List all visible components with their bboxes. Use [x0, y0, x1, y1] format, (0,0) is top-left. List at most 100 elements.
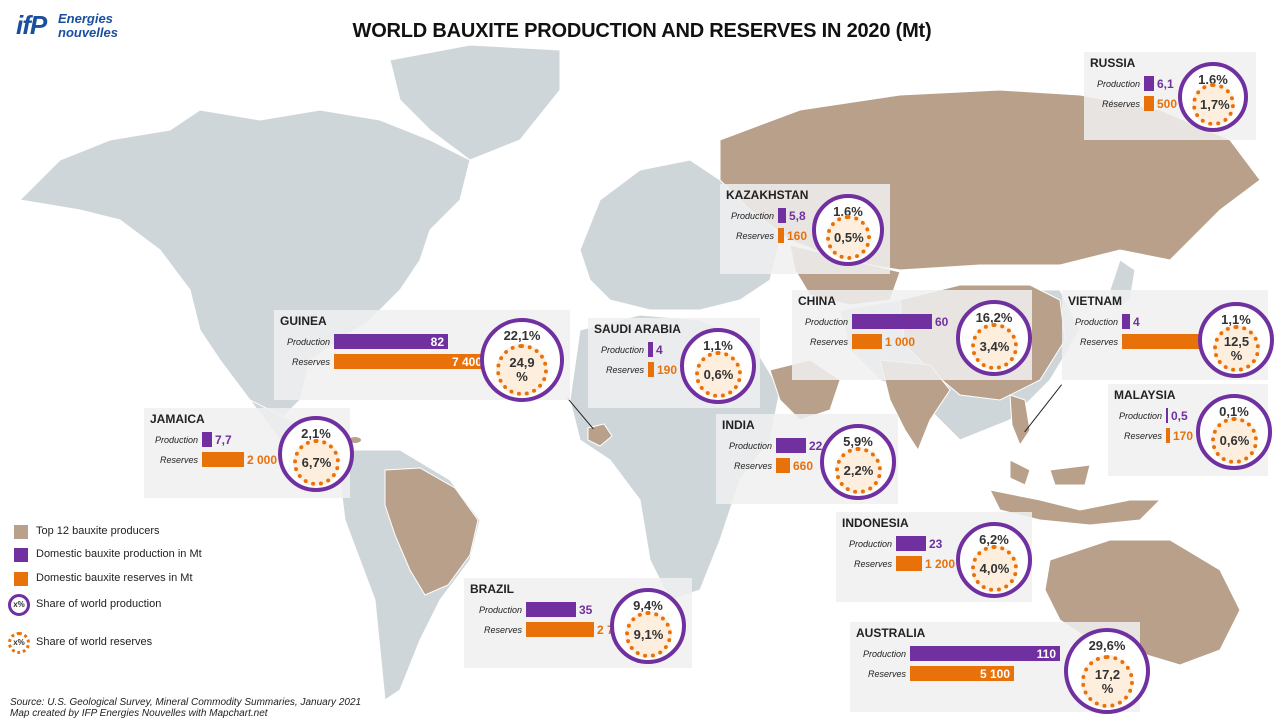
production-value: 35: [579, 603, 593, 617]
source-line: Source: U.S. Geological Survey, Mineral …: [10, 697, 362, 708]
production-label: Production: [1118, 411, 1162, 421]
production-bar: [202, 432, 212, 447]
production-bar: [648, 342, 653, 357]
share-ring: 2,1% 6,7%: [278, 416, 354, 492]
reserves-label: Reserves: [809, 337, 848, 347]
legend-ring-orange: x%: [8, 632, 30, 654]
vietnam-land: [1009, 394, 1031, 447]
share-reserves-ring: 0,6%: [695, 351, 742, 398]
production-label: Production: [1074, 317, 1118, 327]
reserves-bar: [648, 362, 654, 377]
reserves-label: Reserves: [483, 625, 522, 635]
reserves-value: 190: [657, 363, 678, 377]
reserves-label: Reserves: [853, 559, 892, 569]
reserves-value: 160: [787, 229, 808, 243]
legend-swatch-orange: [14, 572, 28, 586]
production-label: Production: [154, 435, 198, 445]
production-label: Production: [728, 441, 772, 451]
production-bar: [1144, 76, 1154, 91]
country-name: JAMAICA: [150, 412, 205, 426]
legend-text: Domestic bauxite production in Mt: [36, 548, 202, 560]
share-ring: 29,6% 17,2 %: [1064, 628, 1150, 714]
country-name: GUINEA: [280, 314, 327, 328]
production-label: Production: [848, 539, 892, 549]
country-card-guinea: GUINEA Production 82 Reserves 7 400 22,1% 24,9…: [274, 310, 570, 402]
production-bar: [526, 602, 576, 617]
country-card-china: CHINA Production 60 Reserves 1 000 16,2% 3,4%: [792, 290, 1032, 380]
share-ring: 0,1% 0,6%: [1196, 394, 1272, 470]
share-ring: 1,1% 12,5 %: [1198, 302, 1274, 378]
source-note: Source: U.S. Geological Survey, Mineral …: [10, 697, 361, 719]
country-card-australia: AUSTRALIA Production 110 Reserves 5 100 29,6%…: [850, 622, 1150, 714]
production-label: Production: [286, 337, 330, 347]
share-production: 22,1%: [503, 328, 541, 343]
reserves-label: Réserves: [1101, 99, 1140, 109]
share-ring: 6,2% 4,0%: [956, 522, 1032, 598]
production-value: 110: [1036, 647, 1056, 661]
guinea-land: [587, 423, 613, 447]
country-card-vietnam: VIETNAMProduction4Reserves3 7001,1%12,5 …: [1062, 290, 1274, 380]
share-production: 1,1%: [703, 338, 733, 353]
reserves-bar: [778, 228, 784, 243]
production-value: 60: [935, 315, 949, 329]
production-value: 22: [809, 439, 823, 453]
logo-line1: Energies: [58, 11, 113, 26]
north-america-land: [18, 109, 471, 421]
share-reserves-ring: 17,2 %: [1081, 655, 1134, 708]
legend-ring-purple: x%: [8, 594, 30, 616]
reserves-value: 660: [793, 459, 814, 473]
reserves-value: 2 000: [247, 453, 278, 467]
greenland-land: [389, 44, 561, 161]
country-name: RUSSIA: [1090, 56, 1136, 70]
reserves-label: Reserves: [735, 231, 774, 241]
reserves-bar: [910, 666, 1014, 681]
reserves-value: 7 400: [451, 355, 482, 369]
country-name: VIETNAM: [1068, 294, 1122, 308]
share-ring: 16,2% 3,4%: [956, 300, 1032, 376]
production-value: 6,1: [1157, 77, 1174, 91]
reserves-bar: [1166, 428, 1170, 443]
share-reserves-ring: 6,7%: [293, 439, 340, 486]
production-label: Production: [1096, 79, 1140, 89]
reserves-bar: [1144, 96, 1154, 111]
share-reserves-ring: 24,9 %: [496, 344, 548, 396]
country-card-jamaica: JAMAICA Production 7,7 Reserves 2 000 2,1% 6,7…: [144, 408, 354, 498]
share-reserves-ring: 3,4%: [971, 323, 1018, 370]
share-reserves-ring: 4,0%: [971, 545, 1018, 592]
reserves-bar: [896, 556, 922, 571]
share-production: 16,2%: [975, 310, 1013, 325]
logo-line2: nouvelles: [58, 25, 118, 40]
production-bar: [1122, 314, 1130, 329]
reserves-value: 1 000: [885, 335, 916, 349]
production-value: 82: [430, 335, 444, 349]
production-bar: [896, 536, 926, 551]
country-name: CHINA: [798, 294, 836, 308]
country-name: INDIA: [722, 418, 755, 432]
reserves-bar: [776, 458, 790, 473]
legend-text: Top 12 bauxite producers: [36, 525, 160, 537]
reserves-bar: [526, 622, 594, 637]
share-reserves-ring: 9,1%: [625, 611, 672, 658]
share-reserves: 4,0%: [979, 561, 1010, 576]
country-card-russia: RUSSIA Production 6,1 Réserves 500 1,6% 1,7%: [1084, 52, 1256, 140]
reserves-label: Reserves: [159, 455, 198, 465]
production-value: 4: [656, 343, 663, 357]
country-name: MALAYSIA: [1114, 388, 1176, 402]
reserves-label: Reserves: [605, 365, 644, 375]
reserves-bar: [852, 334, 882, 349]
production-value: 7,7: [215, 433, 232, 447]
reserves-bar: [334, 354, 486, 369]
legend-symbol: x%: [13, 638, 25, 647]
legend-symbol: x%: [13, 600, 25, 609]
production-bar: [910, 646, 1060, 661]
production-label: Production: [478, 605, 522, 615]
share-reserves-ring: 12,5 %: [1213, 325, 1260, 372]
share-ring: 1,6% 0,5%: [812, 194, 884, 266]
share-reserves: 2,2%: [843, 463, 874, 478]
share-reserves: 24,9 %: [509, 355, 535, 384]
reserves-label: Reserves: [1123, 431, 1162, 441]
share-reserves: 0,6%: [703, 367, 734, 382]
production-value: 23: [929, 537, 943, 551]
production-bar: [852, 314, 932, 329]
